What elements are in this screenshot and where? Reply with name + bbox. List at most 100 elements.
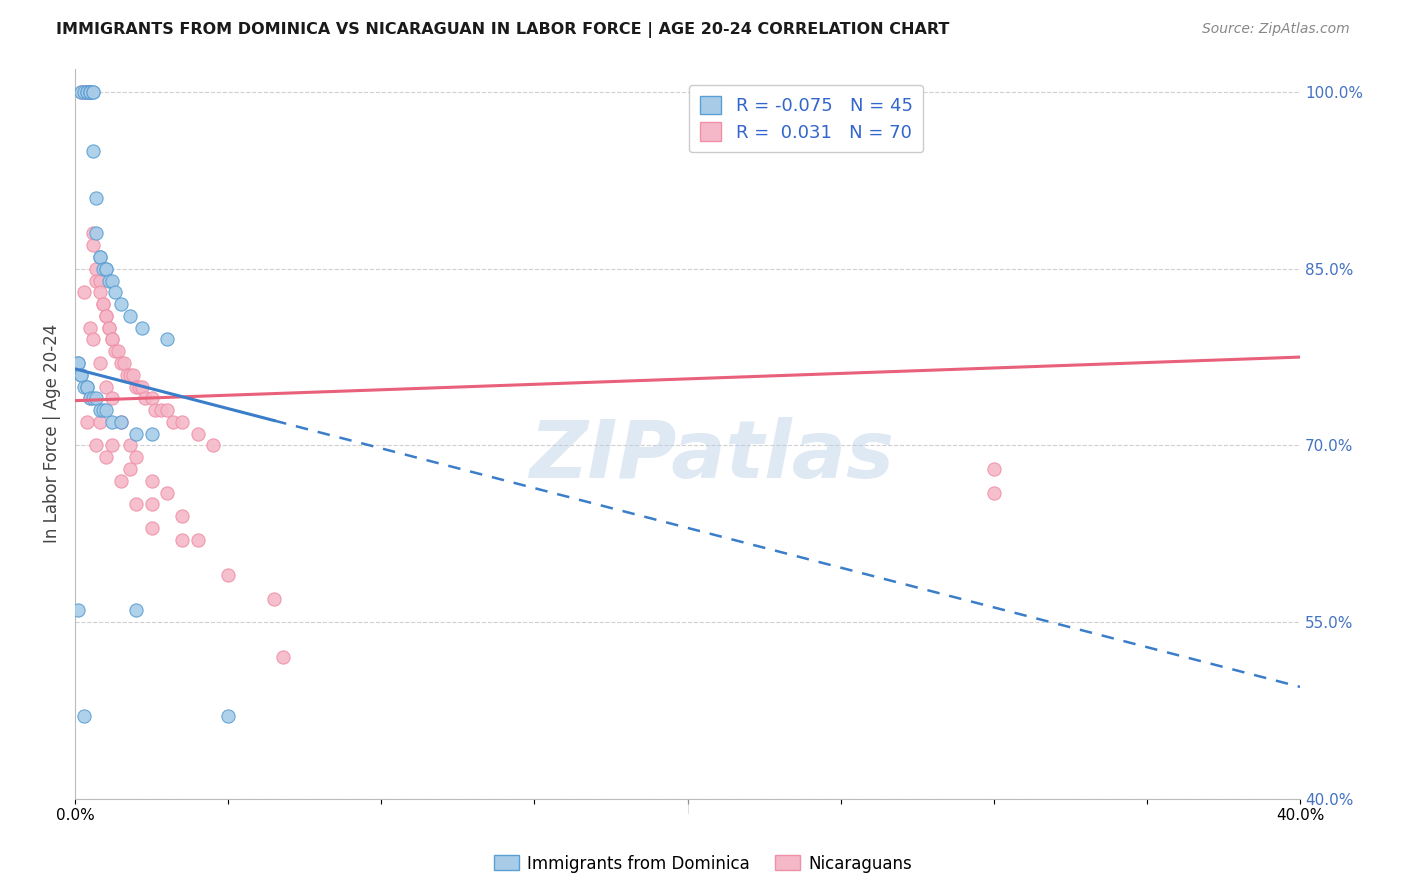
Point	[186, 533, 208, 547]
Point	[172, 533, 194, 547]
Point	[91, 297, 114, 311]
Point	[82, 144, 104, 158]
Point	[73, 85, 96, 99]
Y-axis label: In Labor Force | Age 20-24: In Labor Force | Age 20-24	[44, 324, 60, 543]
Point	[76, 85, 98, 99]
Point	[76, 85, 98, 99]
Point	[91, 403, 114, 417]
Point	[112, 356, 135, 370]
Point	[162, 415, 184, 429]
Point	[70, 368, 93, 382]
Point	[156, 333, 179, 347]
Point	[89, 356, 111, 370]
Point	[186, 426, 208, 441]
Point	[110, 297, 132, 311]
Point	[983, 485, 1005, 500]
Point	[97, 320, 120, 334]
Point	[86, 227, 108, 241]
Point	[120, 368, 142, 382]
Point	[76, 379, 98, 393]
Point	[104, 285, 127, 300]
Point	[79, 320, 101, 334]
Point	[82, 85, 104, 99]
Point	[73, 709, 96, 723]
Point	[125, 450, 148, 465]
Point	[86, 261, 108, 276]
Point	[125, 497, 148, 511]
Legend: R = -0.075   N = 45, R =  0.031   N = 70: R = -0.075 N = 45, R = 0.031 N = 70	[689, 85, 924, 153]
Point	[79, 85, 101, 99]
Point	[94, 261, 117, 276]
Point	[131, 320, 153, 334]
Point	[110, 356, 132, 370]
Point	[67, 356, 90, 370]
Point	[79, 392, 101, 406]
Point	[67, 603, 90, 617]
Point	[271, 650, 294, 665]
Point	[125, 379, 148, 393]
Point	[91, 297, 114, 311]
Point	[70, 85, 93, 99]
Point	[100, 415, 122, 429]
Point	[86, 273, 108, 287]
Point	[201, 438, 224, 452]
Point	[79, 85, 101, 99]
Point	[100, 392, 122, 406]
Point	[141, 392, 163, 406]
Point	[82, 392, 104, 406]
Point	[94, 403, 117, 417]
Point	[82, 333, 104, 347]
Point	[70, 368, 93, 382]
Point	[79, 392, 101, 406]
Point	[94, 379, 117, 393]
Point	[94, 450, 117, 465]
Point	[86, 191, 108, 205]
Point	[141, 521, 163, 535]
Point	[156, 485, 179, 500]
Point	[263, 591, 285, 606]
Point	[100, 273, 122, 287]
Point	[67, 356, 90, 370]
Point	[217, 568, 239, 582]
Legend: Immigrants from Dominica, Nicaraguans: Immigrants from Dominica, Nicaraguans	[488, 848, 918, 880]
Point	[120, 462, 142, 476]
Point	[76, 379, 98, 393]
Point	[97, 320, 120, 334]
Point	[110, 474, 132, 488]
Point	[86, 392, 108, 406]
Point	[131, 379, 153, 393]
Point	[110, 415, 132, 429]
Point	[110, 415, 132, 429]
Text: ZIPatlas: ZIPatlas	[530, 417, 894, 494]
Point	[76, 415, 98, 429]
Point	[91, 261, 114, 276]
Point	[172, 509, 194, 524]
Point	[141, 497, 163, 511]
Point	[156, 403, 179, 417]
Point	[73, 285, 96, 300]
Point	[89, 415, 111, 429]
Point	[134, 392, 156, 406]
Point	[125, 603, 148, 617]
Point	[97, 273, 120, 287]
Point	[100, 333, 122, 347]
Point	[82, 227, 104, 241]
Point	[141, 474, 163, 488]
Point	[107, 344, 129, 359]
Point	[73, 85, 96, 99]
Point	[76, 85, 98, 99]
Point	[100, 333, 122, 347]
Point	[89, 285, 111, 300]
Point	[79, 85, 101, 99]
Point	[73, 379, 96, 393]
Point	[70, 85, 93, 99]
Point	[86, 438, 108, 452]
Point	[120, 438, 142, 452]
Point	[73, 85, 96, 99]
Point	[76, 85, 98, 99]
Text: Source: ZipAtlas.com: Source: ZipAtlas.com	[1202, 22, 1350, 37]
Point	[125, 426, 148, 441]
Point	[79, 85, 101, 99]
Point	[149, 403, 172, 417]
Point	[82, 85, 104, 99]
